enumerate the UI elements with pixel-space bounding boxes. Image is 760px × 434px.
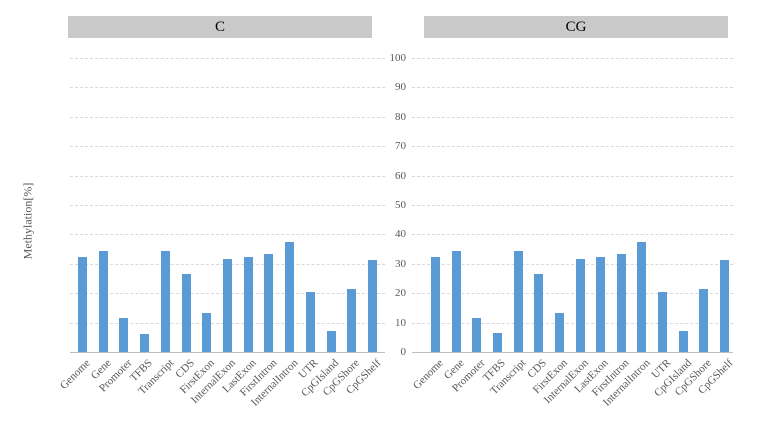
bar-gene <box>98 251 108 352</box>
gridline-100 <box>70 58 385 59</box>
bar-transcript <box>160 251 170 352</box>
bar-promoter <box>119 318 129 352</box>
y-tick-label-40: 40 <box>395 228 406 241</box>
bar-cpgshore <box>347 289 357 352</box>
gridline-80 <box>412 116 733 118</box>
bar-cpgisland <box>678 331 688 352</box>
bar-internalintron <box>285 242 295 352</box>
bar-cpgshelf <box>368 260 377 352</box>
y-tick-label-100: 100 <box>389 52 407 64</box>
bar-utr <box>305 292 315 352</box>
bar-transcript <box>513 251 523 352</box>
bar-genome <box>431 257 440 352</box>
gridline-90 <box>412 87 733 89</box>
bar-promoter <box>472 318 482 352</box>
bar-gene <box>451 251 461 352</box>
bar-tfbs <box>140 334 150 352</box>
bar-internalexon <box>575 259 585 352</box>
y-tick-label-20: 20 <box>395 287 406 300</box>
bar-internalexon <box>223 259 232 352</box>
y-tick-label-10: 10 <box>395 316 406 329</box>
bar-cds <box>534 274 544 352</box>
x-axis-line <box>412 352 733 353</box>
panel-header-cg: CG <box>424 16 728 38</box>
y-tick-label-90: 90 <box>395 81 406 94</box>
bar-lastexon <box>596 257 606 352</box>
gridline-60 <box>70 175 385 177</box>
gridline-20 <box>412 293 733 295</box>
y-tick-label-80: 80 <box>395 110 406 123</box>
gridline-80 <box>70 116 385 118</box>
gridline-70 <box>412 146 733 148</box>
y-tick-label-50: 50 <box>395 199 406 211</box>
bar-internalintron <box>637 242 647 352</box>
bar-genome <box>78 257 87 352</box>
gridline-40 <box>70 234 385 236</box>
bar-tfbs <box>492 333 502 352</box>
x-axis-label-genome: Genome <box>411 357 446 392</box>
bar-firstexon <box>554 313 564 352</box>
gridline-50 <box>412 205 733 206</box>
panel-header-c: C <box>68 16 372 38</box>
bar-cpgshore <box>699 289 709 352</box>
y-axis-title: Methylation[%] <box>20 182 35 260</box>
bar-utr <box>658 292 668 352</box>
y-tick-label-0: 0 <box>400 346 407 358</box>
gridline-50 <box>70 205 385 206</box>
gridline-40 <box>412 234 733 236</box>
gridline-60 <box>412 175 733 177</box>
bar-firstintron <box>264 254 274 352</box>
gridline-10 <box>412 322 733 324</box>
bar-cpgisland <box>326 331 336 352</box>
y-tick-label-30: 30 <box>395 257 406 270</box>
gridline-90 <box>70 87 385 89</box>
y-tick-label-70: 70 <box>395 140 406 153</box>
bar-cds <box>181 274 191 352</box>
bar-firstexon <box>202 313 212 352</box>
bar-lastexon <box>243 257 253 352</box>
bar-firstintron <box>616 254 626 352</box>
gridline-30 <box>412 263 733 265</box>
x-axis-label-genome: Genome <box>58 357 93 392</box>
gridline-100 <box>412 58 733 59</box>
y-tick-label-60: 60 <box>395 169 406 182</box>
x-axis-line <box>70 352 385 353</box>
gridline-70 <box>70 146 385 148</box>
bar-cpgshelf <box>720 260 729 352</box>
